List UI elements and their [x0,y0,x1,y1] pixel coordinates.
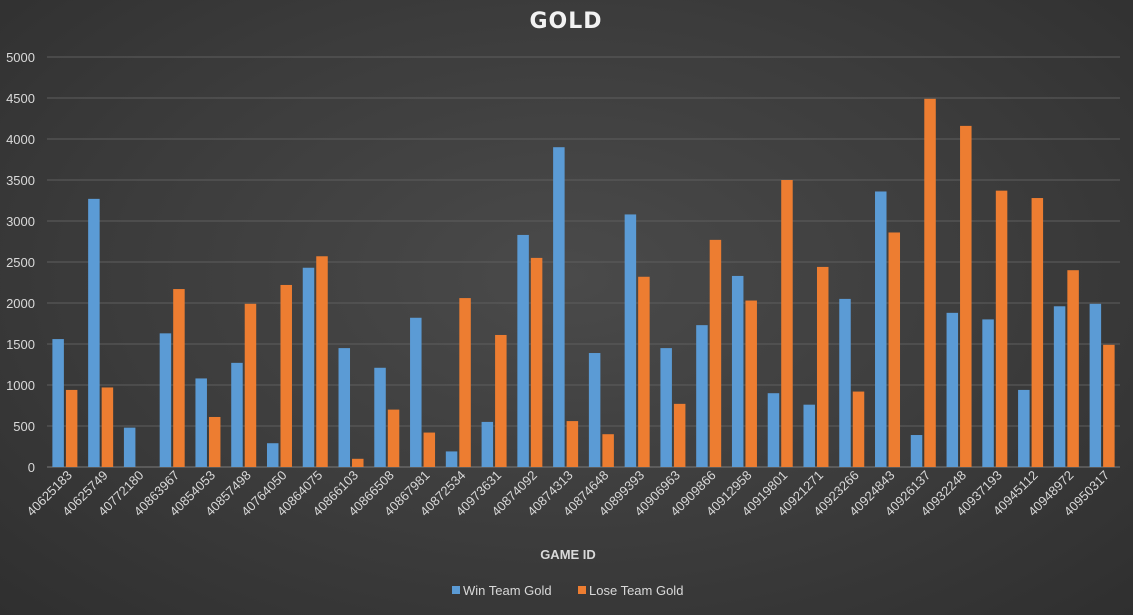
y-tick-label: 1000 [6,378,35,393]
lose-gold-bar [638,276,650,467]
win-gold-bar [910,435,923,467]
win-gold-bar [159,333,172,467]
lose-gold-bar [316,256,328,467]
win-gold-bar [982,319,994,467]
win-gold-bar [1053,306,1066,467]
win-gold-bar [88,198,100,468]
y-tick-label: 500 [13,419,35,434]
legend-swatch-win [452,586,460,594]
win-gold-bar [374,367,386,467]
win-gold-bar [731,275,744,467]
lose-gold-bar [995,190,1008,467]
x-axis-label: GAME ID [540,547,596,562]
lose-gold-bar [530,257,543,467]
win-gold-bar [123,427,136,467]
y-tick-label: 1500 [6,337,35,352]
y-tick-label: 4000 [6,132,35,147]
lose-gold-bar [745,300,757,467]
lose-gold-bar [280,284,292,467]
lose-gold-bar [423,432,436,467]
win-gold-bar [624,214,637,467]
lose-gold-bar [244,303,257,467]
lose-gold-bar [709,239,722,467]
win-gold-bar [553,147,565,467]
y-tick-label: 3000 [6,214,35,229]
legend-label-lose: Lose Team Gold [589,583,683,598]
x-axis-ticks: 4062518340625749407721804086396740854053… [23,468,1112,520]
legend: Win Team Gold Lose Team Gold [452,583,683,598]
y-axis-ticks: 0 500 1000 1500 2000 2500 3000 3500 4000 4500 5000 [6,50,35,475]
lose-gold-bar [208,416,221,467]
win-gold-bar [588,353,601,467]
y-tick-label: 3500 [6,173,35,188]
win-gold-bar [839,298,851,467]
lose-gold-bar [387,409,400,467]
y-tick-label: 5000 [6,50,35,65]
lose-gold-bar [816,266,829,467]
win-gold-bar [517,234,529,467]
lose-gold-bar [1067,270,1079,467]
win-gold-bar [481,421,494,467]
win-gold-bar [946,312,959,467]
lose-gold-bar [495,334,507,467]
lose-gold-bar [352,458,364,467]
win-gold-bar [1018,389,1030,467]
lose-gold-bar [65,389,78,467]
lose-gold-bar [566,421,579,467]
win-gold-bar [767,393,780,467]
lose-gold-bar [173,289,185,467]
lose-gold-bar [101,387,114,467]
lose-gold-bar [781,180,793,467]
lose-gold-bar [852,391,865,467]
lose-gold-bar [960,125,972,467]
legend-label-win: Win Team Gold [463,583,552,598]
win-gold-bar [231,362,243,467]
win-gold-bar [338,348,351,467]
win-gold-bar [195,378,207,467]
lose-gold-bar [924,98,936,467]
lose-gold-bar [1103,344,1115,467]
win-gold-bar [410,317,422,467]
lose-gold-bar [673,403,686,467]
lose-gold-bar [459,298,471,467]
win-gold-bar [445,451,458,467]
y-tick-label: 2500 [6,255,35,270]
lose-gold-bar [602,434,614,467]
y-tick-label: 2000 [6,296,35,311]
win-gold-bar [52,339,64,467]
win-gold-bar [696,325,708,467]
lose-gold-bar [1031,198,1044,468]
win-gold-bar [660,348,672,467]
win-gold-bar [1089,303,1102,467]
y-tick-label: 4500 [6,91,35,106]
win-gold-bar [266,443,279,467]
gridlines [47,56,1120,468]
win-gold-bar [875,191,887,468]
y-tick-label: 0 [28,460,35,475]
bars [52,98,1115,468]
win-gold-bar [803,404,815,467]
legend-swatch-lose [578,586,586,594]
lose-gold-bar [888,232,901,467]
chart-title: GOLD [529,9,602,34]
win-gold-bar [302,267,315,467]
